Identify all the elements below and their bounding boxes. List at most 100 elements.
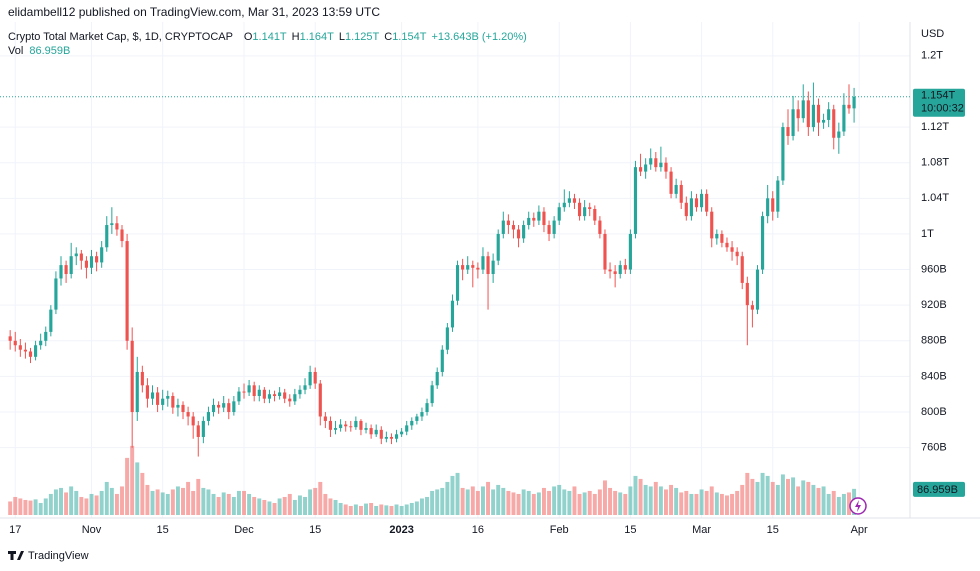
y-tick-label: 800B [921, 406, 947, 418]
candle-body [89, 256, 94, 268]
volume-bar [430, 490, 435, 515]
candle-body [374, 429, 378, 435]
volume-bar [460, 487, 465, 515]
candle-body [135, 371, 139, 413]
volume-bar [826, 493, 831, 515]
y-tick-label: 1.04T [921, 192, 949, 204]
volume-bar [480, 486, 485, 515]
y-tick-label: 920B [921, 299, 947, 311]
candle-body [156, 392, 160, 405]
volume-bar [348, 505, 353, 515]
candle-body [130, 340, 134, 413]
candle-body [461, 265, 465, 270]
candle-body [333, 428, 338, 430]
volume-bar [770, 481, 775, 515]
volume-bar [765, 475, 770, 515]
volume-bar [414, 501, 419, 515]
candle-body [344, 424, 348, 427]
volume-bar [419, 498, 424, 515]
candle-body [455, 265, 460, 301]
symbol-title: Crypto Total Market Cap, $, 1D, CRYPTOCA… [8, 31, 233, 43]
volume-bar [120, 486, 124, 515]
volume-bar [313, 487, 318, 515]
volume-bar [694, 493, 699, 515]
volume-bar [374, 505, 379, 515]
volume-bar [455, 472, 460, 515]
volume-bar [104, 481, 109, 515]
volume-bar [53, 489, 58, 515]
volume-bar [638, 478, 643, 515]
candle-body [649, 158, 653, 165]
y-tick-label: 1.2T [921, 50, 943, 62]
candle-body [654, 158, 658, 168]
candle-body [842, 104, 846, 132]
volume-bar [536, 492, 541, 515]
candle-body [64, 265, 68, 275]
volume-bar [282, 496, 287, 515]
candle-body [466, 265, 470, 270]
volume-bar [669, 484, 674, 515]
candle-body [481, 256, 485, 270]
y-tick-label: 1.12T [921, 121, 949, 133]
candle-body [430, 385, 434, 404]
volume-bar [358, 505, 363, 515]
candle-body [211, 404, 216, 413]
candle-body [445, 327, 449, 350]
volume-bar [740, 484, 745, 515]
x-tick-label: Dec [234, 524, 254, 536]
volume-bar [521, 489, 526, 515]
volume-bar [684, 490, 689, 515]
volume-bar [572, 486, 577, 515]
candle-body [745, 282, 749, 306]
volume-bar [821, 486, 826, 515]
volume-bar [475, 490, 480, 515]
candle-body [191, 416, 195, 426]
volume-bar [435, 489, 440, 515]
candle-body [476, 267, 480, 270]
candle-body [827, 109, 831, 120]
x-tick-label: Nov [82, 524, 102, 536]
plot-area [0, 22, 910, 518]
candle-body [313, 371, 317, 384]
volume-bar [633, 475, 638, 515]
candle-body [638, 167, 643, 172]
x-tick-label: 15 [767, 524, 779, 536]
candle-body [750, 305, 754, 310]
volume-bar [602, 480, 607, 515]
candle-body [659, 162, 663, 168]
volume-bar [303, 496, 308, 515]
candle-body [420, 412, 424, 417]
volume-bar [64, 492, 69, 515]
candle-body [288, 398, 292, 402]
candle-body [542, 211, 546, 226]
volume-bar [623, 493, 628, 515]
volume-bar [18, 498, 23, 515]
candle-body [730, 247, 734, 252]
candle-body [171, 396, 175, 408]
candle-body [532, 217, 536, 221]
candle-body [557, 207, 561, 221]
volume-bar [59, 487, 63, 515]
volume-bar [272, 502, 277, 515]
volume-bar [84, 498, 89, 515]
candle-body [150, 392, 155, 399]
y-tick-label: 1T [921, 228, 934, 240]
candle-body [359, 420, 363, 430]
candle-body [303, 385, 307, 390]
volume-bar [43, 498, 48, 515]
volume-bar [13, 496, 18, 515]
volume-bar [592, 493, 597, 515]
candle-body [379, 429, 383, 439]
y-tick-label: 1.08T [921, 157, 949, 169]
candle-body [664, 162, 668, 172]
candle-body [760, 216, 765, 270]
volume-bar [145, 484, 150, 515]
candle-body [598, 220, 602, 234]
candle-body [527, 217, 531, 226]
candle-body [125, 241, 129, 341]
candle-body [18, 345, 22, 350]
candle-body [801, 100, 805, 119]
replay-button[interactable] [849, 497, 867, 515]
y-tick-label: 960B [921, 263, 947, 275]
